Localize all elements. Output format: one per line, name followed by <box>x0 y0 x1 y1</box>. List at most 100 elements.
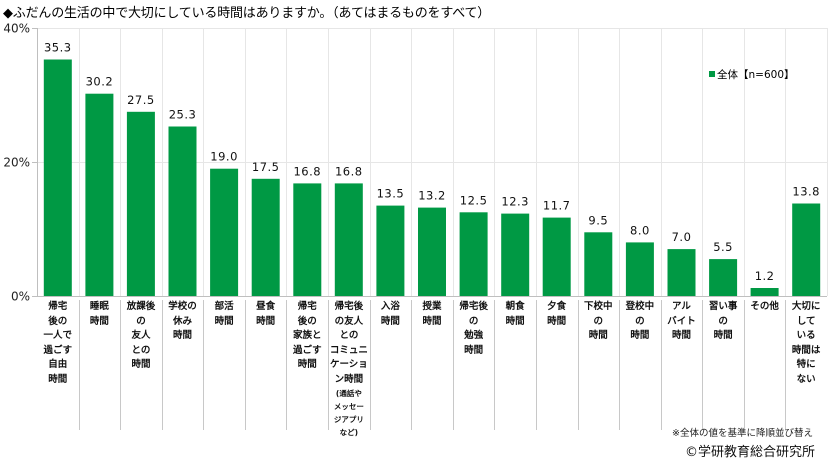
bar <box>168 126 197 296</box>
x-tick-label-line: 登校中 <box>625 301 655 312</box>
x-tick-label-line: 部活 <box>214 301 234 312</box>
bar <box>210 168 239 296</box>
x-tick-label-line: 過ごす <box>292 344 322 356</box>
x-tick-label-line: 友人 <box>131 330 151 341</box>
x-tick-label: 帰宅後の勉強 時間 <box>453 300 495 358</box>
x-tick-label-line: の <box>136 315 146 327</box>
x-tick-label-line: 時間 <box>547 315 567 327</box>
data-label: 5.5 <box>713 240 733 254</box>
bar <box>418 207 446 296</box>
x-tick-label-line: 一人で <box>43 330 73 341</box>
x-tick-label: その他 <box>744 300 786 315</box>
x-tick-label: 下校中の時間 <box>578 300 620 344</box>
x-tick-label-line: ン時間 <box>334 373 364 385</box>
data-label: 13.5 <box>377 187 405 201</box>
x-tick-label-line: 後の <box>297 315 317 327</box>
bar <box>334 183 363 296</box>
bar <box>126 111 155 297</box>
x-tick-label: 昼食 時間 <box>245 300 287 329</box>
x-tick-label: 入浴 時間 <box>370 300 412 329</box>
x-tick-label-line: 時間 <box>48 373 68 385</box>
x-tick-label-line: 習い事 <box>708 301 738 312</box>
data-label: 30.2 <box>86 75 114 89</box>
x-tick-label: 授業 時間 <box>411 300 453 329</box>
bar <box>459 212 488 297</box>
x-tick-label-line: 家族と <box>293 330 322 341</box>
x-tick-label-line: 過ごす <box>43 344 73 356</box>
x-tick-label-line: 授業 <box>422 301 442 312</box>
copyright-credit: ©学研教育総合研究所 <box>685 445 816 460</box>
bar <box>542 217 571 296</box>
x-tick-label-line: との <box>131 344 151 356</box>
x-tick-label-line: 放課後 <box>126 301 156 312</box>
x-tick-label-line: いる <box>796 330 816 341</box>
data-label: 27.5 <box>127 93 155 107</box>
x-tick-label-line: 時間 <box>671 330 691 341</box>
bar <box>750 288 779 296</box>
x-tick-label-line: 時間 <box>464 344 484 356</box>
sort-note: ※全体の値を基準に降順並び替え <box>672 428 813 439</box>
data-label: 8.0 <box>630 223 650 237</box>
x-tick-label-line: 時間 <box>214 315 234 327</box>
data-label: 12.5 <box>460 193 488 207</box>
x-tick-label-line: 休み <box>172 315 192 327</box>
x-tick-label: 帰宅 後の 一人で 過ごす 自由 時間 <box>37 300 79 387</box>
x-tick-label-line: 帰宅後 <box>334 301 364 312</box>
y-tick-label: 40% <box>3 22 30 36</box>
x-tick-label-line: の <box>468 315 479 327</box>
x-tick-label-line: の <box>593 315 604 327</box>
data-label: 16.8 <box>293 164 321 178</box>
data-label: 7.0 <box>672 230 692 244</box>
x-tick-label-line: 朝食 <box>505 301 525 312</box>
x-tick-label: 学校の 休み 時間 <box>162 300 204 344</box>
x-tick-label: 習い事の時間 <box>702 300 744 344</box>
x-tick-label-line: 入浴 <box>380 301 400 312</box>
data-label: 11.7 <box>543 199 571 213</box>
x-tick-label-line: バイト <box>667 315 696 327</box>
x-tick-label: 部活 時間 <box>203 300 245 329</box>
bar <box>376 205 405 296</box>
x-tick-label-line: 時間 <box>380 315 400 327</box>
y-tick-label: 0% <box>11 290 30 304</box>
bar <box>251 178 280 297</box>
x-tick-label-line: の友人 <box>334 315 364 327</box>
bar <box>792 203 821 296</box>
bar <box>85 93 114 296</box>
x-tick-label-line: 下校中 <box>584 301 613 312</box>
x-tick-label-line: その他 <box>750 301 779 312</box>
bar <box>625 242 654 296</box>
x-tick-label-line: 時間 <box>89 315 109 327</box>
x-tick-label-line: 睡眠 <box>89 301 109 312</box>
bar <box>43 59 72 296</box>
x-tick-label-line: 大切に <box>791 301 821 312</box>
x-tick-label-line: アル <box>672 301 691 312</box>
data-label: 17.5 <box>252 160 280 174</box>
x-tick-label: 登校中の時間 <box>619 300 661 344</box>
x-tick-label-line: 時間 <box>713 330 733 341</box>
x-tick-label: 夕食 時間 <box>536 300 578 329</box>
x-tick-label-line: メッセー <box>333 402 364 411</box>
x-tick-label-line: 帰宅 <box>297 301 317 312</box>
x-tick-label-line: 帰宅後 <box>459 301 488 312</box>
x-tick-label: 朝食 時間 <box>494 300 536 329</box>
x-tick-label-line: 時間 <box>131 359 151 370</box>
data-label: 16.8 <box>335 164 363 178</box>
legend-label: 全体【n=600】 <box>717 69 795 81</box>
legend: 全体【n=600】 <box>709 67 795 82</box>
x-tick-label-line: 勉強 <box>464 330 484 341</box>
bar <box>501 213 530 296</box>
x-tick-label-line: 自由 <box>48 359 68 370</box>
x-tick-label-line: コミュニ <box>329 344 368 356</box>
data-label: 25.3 <box>169 108 197 122</box>
x-tick-label-line: の <box>635 315 645 327</box>
x-tick-label-line: 時間は <box>791 344 821 356</box>
data-label: 19.0 <box>210 150 238 164</box>
bar <box>709 259 738 296</box>
x-tick-label: アル バイト 時間 <box>661 300 703 344</box>
data-label: 9.5 <box>588 213 608 227</box>
bar <box>667 249 696 296</box>
x-tick-label: 帰宅後 の友人 との コミュニ ケーショ ン時間 (通話や メッセー ジアプリ など) <box>328 300 370 439</box>
data-label: 12.3 <box>501 195 529 209</box>
x-tick-label-line: 時間 <box>172 330 192 341</box>
